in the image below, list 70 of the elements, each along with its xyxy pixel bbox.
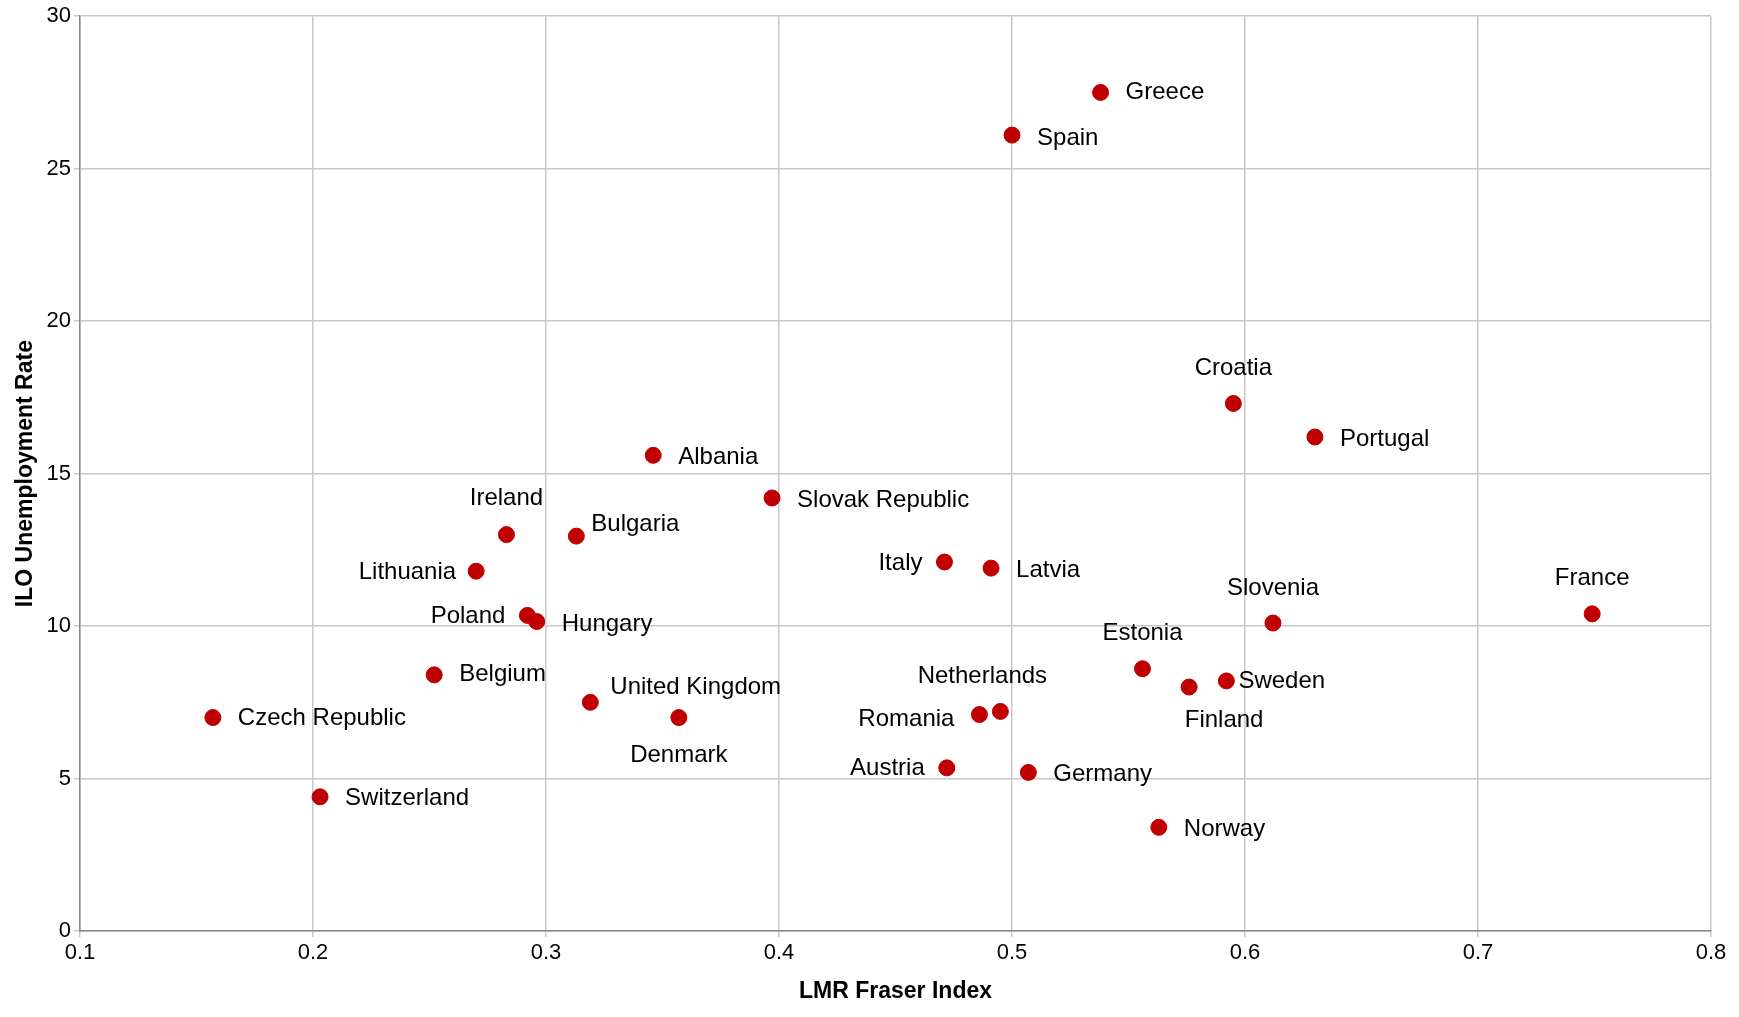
annotation: Netherlands: [917, 661, 1048, 689]
point: [204, 709, 222, 727]
annotation: Croatia: [1194, 353, 1273, 381]
annotation: Italy: [878, 547, 923, 575]
point: [311, 788, 329, 806]
point: [644, 446, 662, 464]
point: [425, 666, 443, 684]
point: [1019, 763, 1037, 781]
point: [497, 526, 515, 544]
annotation: Poland: [430, 601, 506, 629]
y-tick-label: 20: [46, 307, 72, 333]
point: [991, 702, 1009, 720]
point: [581, 693, 599, 711]
y-tick-label: 10: [46, 612, 72, 638]
y-tick-label: 5: [58, 764, 72, 790]
annotation: Spain: [1037, 122, 1099, 150]
annotation: Czech Republic: [237, 703, 406, 731]
annotation: Denmark: [630, 740, 729, 768]
x-tick-label: 0.2: [297, 939, 329, 965]
y-tick-label: 30: [46, 2, 72, 28]
point: [1583, 605, 1601, 623]
annotation: Slovenia: [1226, 572, 1320, 600]
point: [1264, 614, 1282, 632]
annotation: Belgium: [459, 659, 546, 687]
annotation: Germany: [1053, 759, 1153, 787]
y-tick-label: 25: [46, 154, 72, 180]
point: [1224, 394, 1242, 412]
annotation: Portugal: [1339, 423, 1430, 451]
x-tick-label: 0.7: [1462, 939, 1494, 965]
annotation: Estonia: [1102, 618, 1184, 646]
x-tick-label: 0.4: [763, 939, 795, 965]
y-tick-label: 15: [46, 459, 72, 485]
annotation: Romania: [858, 704, 956, 732]
annotation: Greece: [1125, 77, 1205, 105]
annotation: United Kingdom: [610, 671, 782, 699]
point: [528, 612, 546, 630]
point: [982, 559, 1000, 577]
annotation: Lithuania: [358, 556, 457, 584]
point: [1217, 672, 1235, 690]
point: [467, 562, 485, 580]
point: [1180, 678, 1198, 696]
annotation: Finland: [1184, 704, 1264, 732]
x-axis-title: LMR Fraser Index: [799, 976, 993, 1003]
annotation: Switzerland: [345, 783, 470, 811]
annotation: Ireland: [469, 483, 544, 511]
annotation: Sweden: [1238, 665, 1326, 693]
point: [1134, 660, 1152, 678]
annotation: Slovak Republic: [797, 484, 970, 512]
annotation: Latvia: [1016, 554, 1081, 582]
point: [763, 489, 781, 507]
annotation: France: [1554, 563, 1630, 591]
point: [935, 553, 953, 571]
point: [970, 706, 988, 723]
annotation: Bulgaria: [591, 508, 681, 536]
point: [1150, 818, 1168, 836]
x-tick-label: 0.3: [530, 939, 562, 965]
x-tick-label: 0.8: [1695, 939, 1727, 965]
x-tick-label: 0.5: [996, 939, 1028, 965]
point: [1092, 83, 1110, 101]
annotation: Hungary: [561, 609, 653, 637]
x-tick-label: 0.6: [1229, 939, 1261, 965]
point: [1306, 428, 1324, 446]
point: [1003, 126, 1021, 144]
point: [938, 759, 956, 777]
annotation: Norway: [1183, 813, 1266, 841]
annotation: Austria: [850, 753, 926, 781]
point: [567, 527, 585, 545]
y-axis-title: ILO Unemployment Rate: [11, 340, 38, 608]
annotation: Albania: [678, 441, 759, 469]
point: [670, 709, 688, 727]
